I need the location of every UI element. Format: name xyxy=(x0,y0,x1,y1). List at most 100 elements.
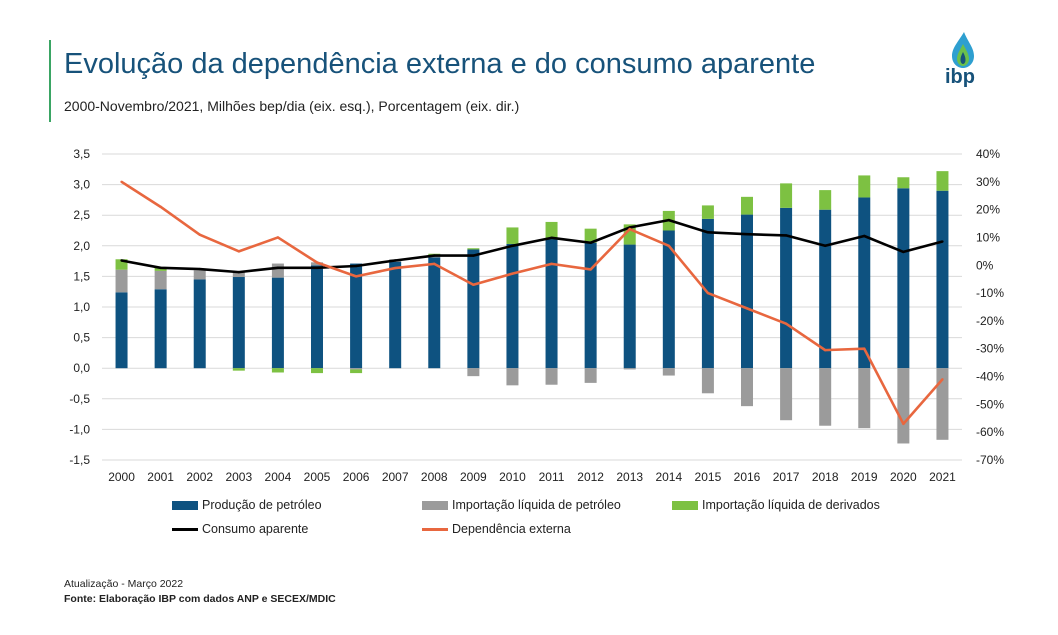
y-right-tick-label: -20% xyxy=(976,314,1004,328)
legend-label: Dependência externa xyxy=(452,522,571,536)
line-dependencia xyxy=(120,180,944,426)
legend-label: Importação líquida de derivados xyxy=(702,498,880,512)
chart-subtitle: 2000-Novembro/2021, Milhões bep/dia (eix… xyxy=(64,98,520,114)
bar-producao xyxy=(780,207,793,369)
point-dependencia xyxy=(159,205,162,209)
bar-producao xyxy=(584,242,597,369)
bar-imp-petroleo xyxy=(897,368,910,444)
point-consumo xyxy=(159,266,162,270)
y-right-tick-label: -70% xyxy=(976,453,1004,467)
bar-imp-derivados xyxy=(858,175,871,198)
x-tick-label: 2000 xyxy=(108,470,135,484)
legend-label: Consumo aparente xyxy=(202,522,309,536)
legend-item-dependencia: Dependência externa xyxy=(422,522,571,536)
y-right-tick-label: 10% xyxy=(976,230,1000,244)
bar-imp-derivados xyxy=(701,205,714,219)
legend-label: Produção de petróleo xyxy=(202,498,322,512)
x-tick-label: 2018 xyxy=(812,470,839,484)
lines xyxy=(120,180,944,426)
x-tick-label: 2007 xyxy=(382,470,409,484)
bar-producao xyxy=(936,190,949,369)
y-left-tick-label: 2,0 xyxy=(73,239,90,253)
point-consumo xyxy=(315,266,319,270)
bar-producao xyxy=(858,197,871,369)
y-right-tick-label: -30% xyxy=(976,342,1004,356)
x-tick-label: 2003 xyxy=(225,470,252,484)
bar-imp-derivados xyxy=(584,228,597,243)
title-accent-bar xyxy=(49,40,51,122)
bar-imp-petroleo xyxy=(701,368,714,394)
point-consumo xyxy=(706,231,710,234)
point-consumo xyxy=(745,232,749,236)
x-tick-label: 2006 xyxy=(343,470,370,484)
bar-producao xyxy=(741,214,753,369)
legend-swatch xyxy=(172,500,198,510)
x-tick-label: 2012 xyxy=(577,470,604,484)
bar-producao xyxy=(311,265,323,369)
y-left-tick-label: 1,0 xyxy=(73,300,90,314)
grid-lines xyxy=(102,153,962,461)
bar-imp-derivados xyxy=(506,227,519,244)
x-tick-label: 2011 xyxy=(539,470,565,484)
point-dependencia xyxy=(628,227,631,231)
bar-producao xyxy=(623,244,636,369)
bar-imp-petroleo xyxy=(232,272,245,278)
x-tick-label: 2001 xyxy=(147,470,174,484)
x-tick-label: 2008 xyxy=(421,470,448,484)
bar-producao xyxy=(193,279,206,369)
point-consumo xyxy=(589,241,592,244)
bar-imp-petroleo xyxy=(115,269,128,293)
point-dependencia xyxy=(433,262,436,266)
y-right-tick-label: 20% xyxy=(976,203,1000,217)
x-tick-label: 2015 xyxy=(695,470,722,484)
point-consumo xyxy=(511,244,514,247)
bar-producao xyxy=(232,277,245,369)
x-tick-label: 2009 xyxy=(460,470,487,484)
y-left-tick-label: 3,5 xyxy=(73,147,90,161)
point-consumo xyxy=(823,244,827,247)
point-consumo xyxy=(941,240,944,243)
line-consumo xyxy=(121,218,943,274)
x-tick-label: 2013 xyxy=(616,470,643,484)
bar-producao xyxy=(428,257,441,369)
x-tick-label: 2014 xyxy=(655,470,682,484)
point-dependencia xyxy=(745,307,749,310)
point-dependencia xyxy=(276,236,280,239)
legend-item-producao: Produção de petróleo xyxy=(172,498,322,512)
point-dependencia xyxy=(472,283,475,286)
bar-imp-derivados xyxy=(350,369,363,374)
update-note: Atualização - Março 2022 xyxy=(64,578,184,590)
point-dependencia xyxy=(941,378,944,381)
bar-producao xyxy=(506,243,519,369)
point-consumo xyxy=(472,254,475,257)
bar-producao xyxy=(897,188,910,369)
y-right-tick-label: -10% xyxy=(976,286,1004,300)
legend-item-imp-derivados: Importação líquida de derivados xyxy=(672,498,880,512)
point-consumo xyxy=(120,259,123,262)
bar-producao xyxy=(115,292,128,369)
bar-producao xyxy=(154,289,167,369)
point-dependencia xyxy=(902,422,905,426)
point-dependencia xyxy=(354,275,358,278)
x-tick-label: 2016 xyxy=(734,470,761,484)
legend-swatch xyxy=(672,500,698,510)
x-tick-label: 2004 xyxy=(265,470,292,484)
point-consumo xyxy=(237,270,241,274)
bar-producao xyxy=(271,277,284,369)
y-left-tick-label: -1,0 xyxy=(69,422,90,436)
point-dependencia xyxy=(393,266,397,270)
bar-producao xyxy=(662,230,675,369)
bar-imp-derivados xyxy=(154,267,167,271)
point-dependencia xyxy=(237,250,241,253)
point-consumo xyxy=(784,234,788,237)
point-dependencia xyxy=(823,348,827,352)
point-dependencia xyxy=(315,261,319,264)
point-dependencia xyxy=(198,233,201,236)
bar-imp-derivados xyxy=(897,177,910,189)
y-right-tick-label: -60% xyxy=(976,425,1004,439)
bar-imp-derivados xyxy=(467,248,480,250)
point-consumo xyxy=(198,267,201,271)
point-consumo xyxy=(902,250,905,254)
bar-imp-petroleo xyxy=(350,368,363,370)
bar-imp-petroleo xyxy=(584,368,597,383)
